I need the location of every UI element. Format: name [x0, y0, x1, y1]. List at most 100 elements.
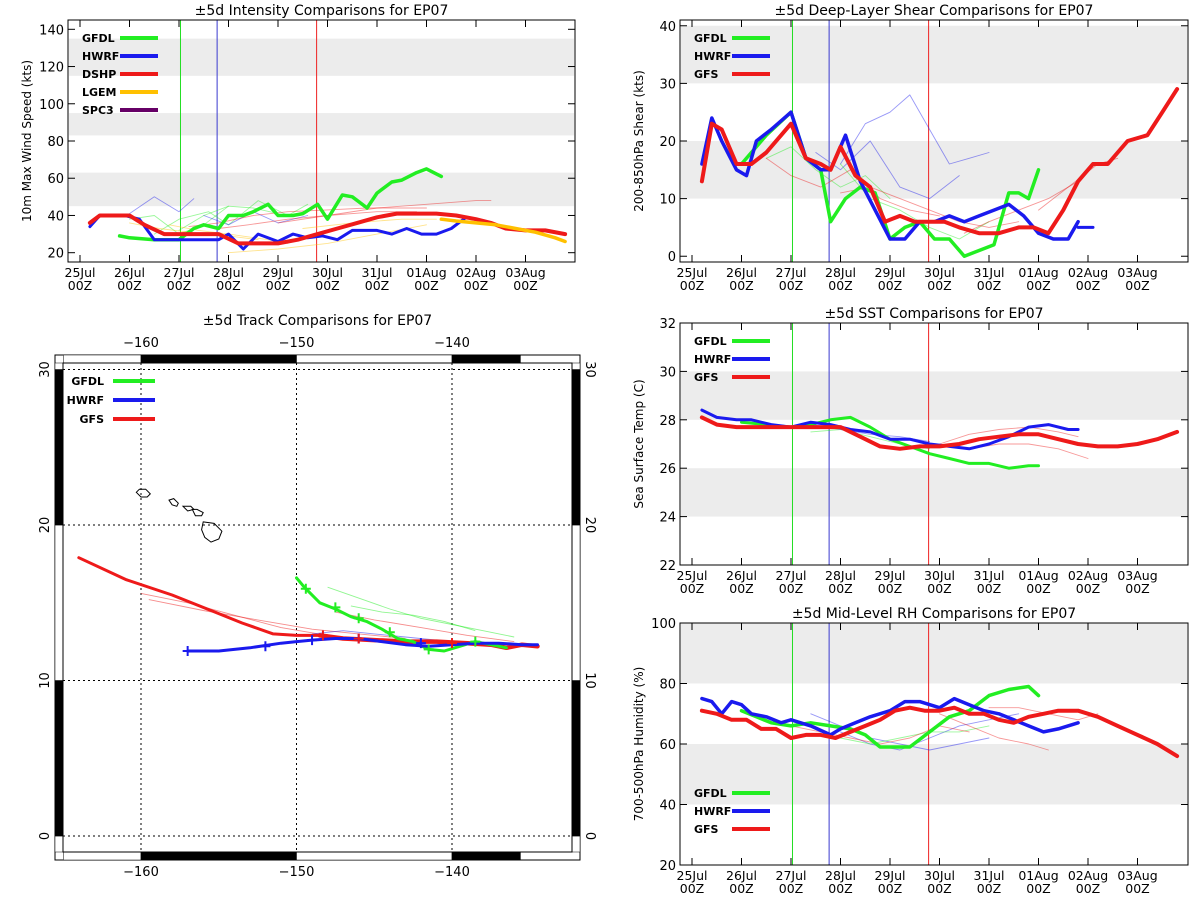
x-tick-hour-label: 00Z	[828, 278, 852, 293]
track-marker	[353, 613, 364, 624]
shade-band	[681, 468, 1187, 517]
y-tick-label: 20	[659, 859, 676, 874]
series-line-gfs	[699, 415, 1180, 451]
lat-tick-label: 0	[582, 832, 597, 840]
y-axis-label: Sea Surface Temp (C)	[632, 379, 646, 508]
x-tick-day-label: 25Jul	[677, 265, 708, 280]
track-marker	[330, 602, 341, 613]
y-tick-label: 100	[651, 617, 676, 632]
thin-track-line	[312, 630, 437, 641]
track-marker	[353, 633, 364, 644]
plot-area	[699, 623, 1180, 865]
thin-series-line	[840, 713, 1020, 751]
legend-label: GFDL	[694, 787, 727, 800]
series-line-gfdl	[739, 684, 1041, 749]
map-border-segment	[63, 354, 142, 364]
x-tick-day-label: 02Aug	[456, 265, 496, 280]
x-tick-day-label: 30Jul	[924, 265, 955, 280]
thin-series-line	[765, 146, 891, 200]
y-tick-label: 60	[47, 172, 64, 187]
plot-area	[699, 20, 1180, 262]
map-border-segment	[296, 354, 453, 364]
y-tick-label: 20	[47, 247, 64, 262]
legend-label: HWRF	[82, 50, 119, 63]
x-tick-day-label: 30Jul	[924, 868, 955, 883]
x-tick-hour-label: 00Z	[927, 881, 951, 896]
track-marker	[447, 638, 457, 649]
x-tick-day-label: 01Aug	[1018, 868, 1058, 883]
x-tick-hour-label: 00Z	[315, 278, 339, 293]
shade-band	[681, 371, 1187, 420]
x-tick-hour-label: 00Z	[927, 581, 951, 596]
x-tick-day-label: 28Jul	[825, 868, 856, 883]
track-marker	[415, 638, 426, 649]
x-tick-day-label: 02Aug	[1068, 568, 1108, 583]
lon-tick-label: −150	[279, 865, 315, 880]
legend-label: SPC3	[82, 104, 114, 117]
map-border-segment	[54, 680, 64, 837]
series-line-gfs	[699, 87, 1180, 236]
thin-series-line	[840, 725, 990, 745]
track-line-gfs	[77, 556, 322, 637]
map-border-segment	[63, 851, 142, 861]
x-tick-day-label: 28Jul	[825, 265, 856, 280]
chart-track: −160 −160 −150 −150 −140 −140 0 0 10 10 20 20 30 30 ±5…	[38, 313, 597, 880]
y-tick-label: 30	[659, 365, 676, 380]
island-outline	[168, 498, 179, 507]
legend-label: HWRF	[67, 394, 104, 407]
chart-intensity: 2040608010012014025Jul00Z26Jul00Z27Jul00…	[20, 3, 576, 293]
plot-area	[87, 20, 568, 262]
x-tick-day-label: 31Jul	[974, 265, 1005, 280]
lon-tick-label: −160	[123, 865, 159, 880]
x-tick-hour-label: 00Z	[977, 581, 1001, 596]
map-frame	[62, 362, 573, 853]
x-tick-hour-label: 00Z	[513, 278, 537, 293]
map-border-segment	[140, 851, 297, 861]
x-tick-hour-label: 00Z	[729, 278, 753, 293]
map-border-segment	[571, 835, 581, 853]
x-tick-day-label: 31Jul	[974, 868, 1005, 883]
track-marker	[470, 636, 481, 647]
x-tick-hour-label: 00Z	[266, 278, 290, 293]
map-border-segment	[571, 369, 581, 526]
series-line-hwrf	[700, 408, 1080, 451]
x-tick-hour-label: 00Z	[216, 278, 240, 293]
x-tick-hour-label: 00Z	[1026, 581, 1050, 596]
lon-tick-label: −160	[123, 336, 159, 351]
map-border-segment	[54, 835, 64, 853]
x-tick-hour-label: 00Z	[729, 581, 753, 596]
x-tick-day-label: 27Jul	[776, 265, 807, 280]
map-border-segment	[451, 851, 521, 861]
x-tick-hour-label: 00Z	[977, 881, 1001, 896]
thin-series-line	[840, 94, 990, 165]
x-tick-day-label: 26Jul	[114, 265, 145, 280]
map-border-segment	[571, 680, 581, 837]
x-tick-hour-label: 00Z	[779, 581, 803, 596]
thin-series-line	[218, 211, 418, 229]
chart-title: ±5d SST Comparisons for EP07	[824, 306, 1043, 322]
track-marker	[384, 627, 395, 638]
chart-shear: 01020304025Jul00Z26Jul00Z27Jul00Z28Jul00…	[632, 3, 1189, 293]
x-tick-hour-label: 00Z	[1125, 278, 1149, 293]
lon-tick-label: −140	[434, 865, 470, 880]
y-tick-label: 0	[668, 250, 676, 265]
map-area	[63, 363, 572, 852]
plot-area	[699, 323, 1180, 565]
x-tick-day-label: 01Aug	[406, 265, 446, 280]
x-tick-hour-label: 00Z	[68, 278, 92, 293]
y-tick-label: 100	[39, 98, 64, 113]
map-border-segment	[571, 362, 581, 370]
track-marker	[307, 635, 318, 646]
y-tick-label: 32	[659, 317, 676, 332]
thin-series-line	[178, 205, 279, 231]
chart-title: ±5d Intensity Comparisons for EP07	[195, 3, 449, 19]
map-border-segment	[140, 354, 297, 364]
x-tick-day-label: 02Aug	[1068, 265, 1108, 280]
lat-tick-label: 10	[38, 672, 53, 689]
legend-label: GFDL	[694, 32, 727, 45]
legend-label: GFS	[80, 413, 105, 426]
lon-tick-label: −150	[279, 336, 315, 351]
x-tick-day-label: 26Jul	[726, 568, 757, 583]
